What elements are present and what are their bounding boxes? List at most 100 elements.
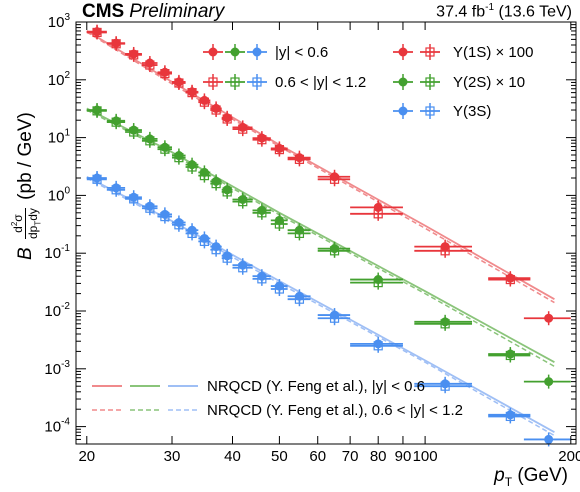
lumi-exponent: -1 [485, 2, 495, 13]
data-point [523, 311, 571, 326]
y-tick-exponent: 2 [64, 70, 70, 81]
y-tick-label: 10-4 [44, 417, 70, 436]
open-square-marker [199, 97, 210, 107]
legend-filled-marker [398, 47, 408, 57]
data-point [232, 122, 253, 137]
y-tick-label: 102 [48, 70, 71, 89]
y-tick-exponent: 3 [64, 12, 70, 23]
data-point [523, 374, 571, 389]
legend: |y| < 0.6 0.6 < |y| < 1.2 Υ(1S) × 100 Υ(2S)… [92, 44, 533, 419]
open-square-marker [257, 208, 267, 218]
open-square-marker [329, 246, 340, 256]
open-square-marker [111, 185, 121, 195]
axes: 20 30 40 50 60 70 80 90 100 20010-410-310-210-110… [44, 12, 580, 465]
data-point [172, 217, 186, 232]
open-square-marker [211, 179, 221, 189]
legend-theory-high: NRQCD (Y. Feng et al.), 0.6 < |y| < 1.2 [207, 402, 463, 419]
data-point [221, 111, 233, 126]
open-square-marker [440, 319, 450, 329]
y-tick-label: 10-3 [44, 359, 70, 378]
open-square-marker [329, 174, 340, 184]
open-square-marker [294, 294, 305, 304]
data-point [185, 226, 199, 241]
x-tick-label: 60 [309, 448, 326, 465]
y-tick-exponent: 1 [64, 128, 70, 139]
open-square-marker [329, 313, 340, 323]
data-point [125, 191, 142, 206]
open-square-marker [129, 50, 139, 60]
data-point [198, 168, 211, 183]
data-point [287, 226, 311, 241]
open-square-marker [373, 277, 383, 288]
open-square-marker [440, 381, 450, 391]
open-square-marker [238, 197, 248, 207]
open-square-marker [505, 350, 515, 361]
data-point [270, 142, 288, 157]
y-tick-exponent: -3 [61, 359, 70, 370]
x-axis-unit: (GeV) [517, 465, 568, 486]
legend-filled-marker [398, 77, 408, 87]
data-point [252, 271, 271, 286]
open-square-marker [238, 263, 248, 273]
data-point [252, 132, 271, 147]
y-tick-label: 10-2 [44, 301, 70, 320]
x-tick-label: 70 [342, 448, 359, 465]
open-square-marker [294, 228, 305, 239]
legend-filled-marker [208, 47, 218, 57]
open-square-marker [92, 27, 102, 38]
x-axis-sub: T [504, 474, 513, 489]
open-square-marker [160, 69, 170, 79]
data-point [172, 76, 186, 91]
open-square-marker [92, 174, 102, 184]
data-point [350, 200, 403, 215]
data-point [317, 172, 351, 187]
open-square-marker [174, 220, 184, 230]
data-point [270, 282, 288, 297]
y-tick-label: 100 [48, 185, 71, 204]
legend-filled-marker [230, 47, 240, 57]
legend-open-marker [425, 47, 435, 57]
theory-curve-low-1S [86, 30, 555, 300]
data-point [232, 194, 253, 209]
data-point [221, 251, 233, 266]
legend-2s: Υ(2S) × 10 [453, 74, 525, 91]
theory-curve-high-3S [86, 177, 555, 437]
luminosity-label: 37.4 fb-1 (13.6 TeV) [436, 2, 572, 21]
data-point [106, 115, 126, 130]
data-point [210, 103, 222, 118]
open-square-marker [274, 284, 284, 294]
data-point [141, 58, 158, 73]
data-point [198, 234, 211, 249]
open-square-marker [257, 135, 267, 145]
legend-open-marker [230, 77, 240, 87]
open-square-marker [145, 203, 155, 213]
data-point [86, 25, 107, 40]
open-square-marker [187, 228, 197, 239]
data-point [210, 176, 222, 191]
x-tick-label: 20 [78, 448, 95, 465]
data-point [221, 184, 233, 199]
x-axis-label: pT (GeV) [494, 465, 568, 489]
data-point [125, 47, 142, 62]
data-point [350, 275, 403, 290]
theory-curves [86, 30, 555, 437]
open-square-marker [199, 236, 210, 247]
data-point [198, 95, 211, 110]
data-point [270, 217, 288, 232]
data-point [317, 311, 351, 326]
y-tick-exponent: 0 [64, 185, 70, 196]
data-point [157, 142, 173, 157]
open-square-marker [145, 60, 155, 70]
data-point [185, 85, 199, 100]
data-point [86, 172, 107, 187]
experiment-name: CMS [82, 1, 125, 22]
data-point [414, 314, 473, 329]
open-square-marker [222, 187, 232, 197]
x-tick-label: 200 [558, 448, 580, 465]
legend-open-marker [425, 77, 435, 87]
data-point [232, 260, 253, 275]
x-tick-label: 30 [164, 448, 181, 465]
open-square-marker [174, 78, 184, 88]
data-point [125, 124, 142, 139]
